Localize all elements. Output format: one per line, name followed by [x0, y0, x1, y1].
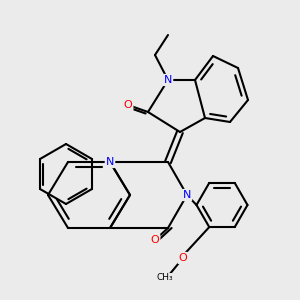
Text: O: O — [151, 235, 159, 245]
Text: N: N — [164, 75, 172, 85]
Text: N: N — [106, 157, 114, 167]
Text: O: O — [124, 100, 132, 110]
Text: CH₃: CH₃ — [157, 274, 173, 283]
Text: O: O — [178, 253, 188, 263]
Text: N: N — [183, 190, 191, 200]
